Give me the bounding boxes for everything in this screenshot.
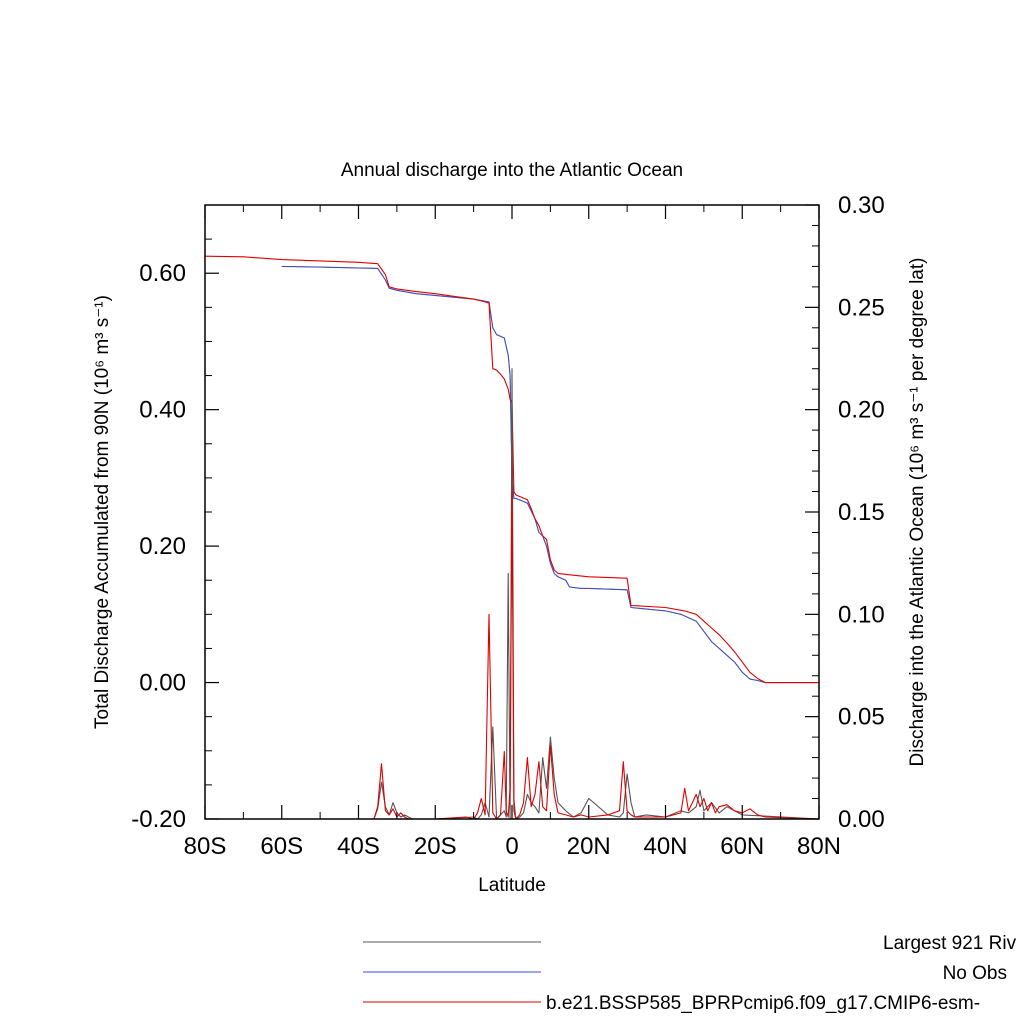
x-tick-label: 40S: [337, 833, 380, 860]
y-left-tick-label: 0.20: [139, 533, 186, 560]
x-tick-label: 20S: [414, 833, 457, 860]
series-line-3: [205, 368, 820, 820]
series-line-1: [281, 266, 819, 683]
series-line-0: [281, 265, 819, 684]
y-left-tick-label: 0.60: [139, 260, 186, 287]
series-line-2: [204, 255, 819, 684]
y-left-tick-label: 0.00: [139, 670, 186, 697]
x-tick-label: 60S: [260, 833, 303, 860]
y-right-tick-label: 0.05: [838, 704, 885, 731]
y-axis-left-label: Total Discharge Accumulated from 90N (10…: [92, 295, 113, 729]
x-tick-label: 40N: [643, 833, 687, 860]
x-tick-label: 20N: [567, 833, 611, 860]
plot-frame: [204, 204, 820, 820]
y-left-tick-label: 0.40: [139, 397, 186, 424]
series-layer: [204, 255, 820, 820]
x-tick-label: 80N: [797, 833, 841, 860]
x-tick-label: 80S: [184, 833, 227, 860]
y-right-tick-label: 0.25: [838, 294, 885, 321]
legend: Largest 921 Riv No Obs b.e21.BSSP585_BPRPc…: [363, 933, 1017, 1014]
y-axis-right-label: Discharge into the Atlantic Ocean (10⁶ m…: [907, 258, 928, 767]
legend-label: Largest 921 Riv: [883, 933, 1017, 954]
y-right-tick-label: 0.20: [838, 397, 885, 424]
y-right-tick-label: 0.00: [838, 806, 885, 833]
chart-title: Annual discharge into the Atlantic Ocean: [341, 160, 683, 181]
ticks-layer: 80S 60S 40S 20S 0 20N 40N 60N 80N -0.20 0.00 0.20 0.…: [131, 192, 884, 860]
x-tick-label: 0: [505, 833, 518, 860]
y-left-tick-label: -0.20: [131, 806, 186, 833]
x-tick-label: 60N: [720, 833, 764, 860]
x-axis-label: Latitude: [478, 875, 546, 896]
y-right-tick-label: 0.30: [838, 192, 885, 219]
legend-label: No Obs: [943, 963, 1007, 984]
y-right-tick-label: 0.15: [838, 499, 885, 526]
legend-label: b.e21.BSSP585_BPRPcmip6.f09_g17.CMIP6-es…: [546, 993, 980, 1014]
y-right-tick-label: 0.10: [838, 601, 885, 628]
